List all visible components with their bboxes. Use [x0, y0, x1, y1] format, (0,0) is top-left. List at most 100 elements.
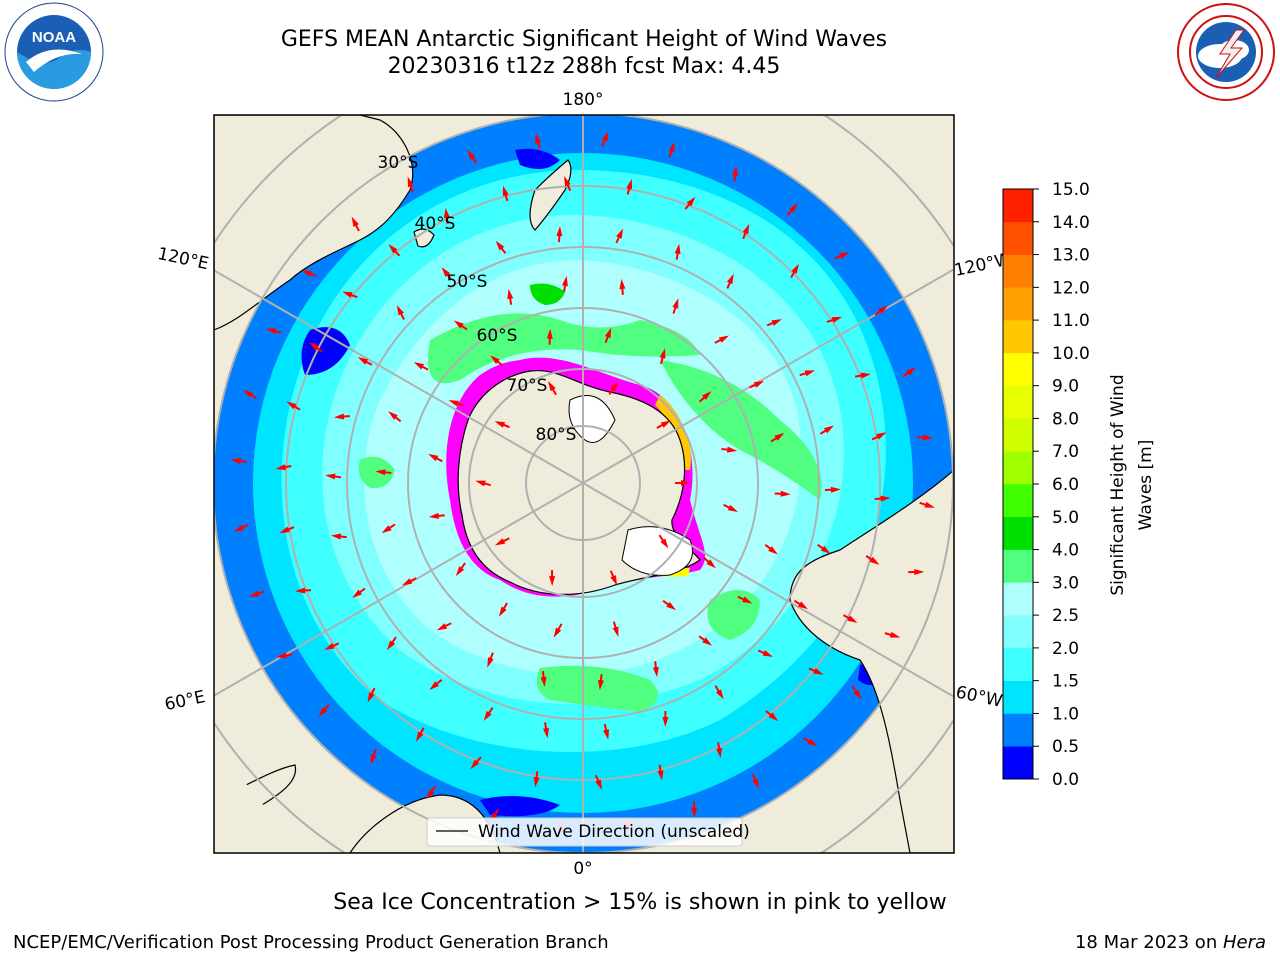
lat-label-70s: 70°S — [507, 376, 548, 396]
wave-direction-arrow — [502, 185, 509, 202]
footer-credit: NCEP/EMC/Verification Post Processing Pr… — [13, 932, 609, 953]
wave-direction-arrow — [716, 742, 723, 759]
wave-direction-arrow — [865, 555, 880, 565]
wave-direction-arrow — [652, 661, 659, 678]
wave-direction-arrow — [803, 737, 818, 747]
wave-direction-arrow — [441, 267, 453, 281]
colorbar-tick-label: 12.0 — [1052, 278, 1090, 298]
wave-direction-arrow — [375, 469, 392, 476]
wave-direction-arrow — [658, 534, 669, 549]
wave-direction-arrow — [916, 434, 933, 441]
wave-direction-arrow — [851, 685, 862, 700]
wave-direction-arrow — [657, 764, 664, 781]
wave-direction-arrow — [429, 679, 443, 690]
colorbar-tick-label: 14.0 — [1052, 213, 1090, 233]
wave-direction-arrow — [871, 432, 887, 441]
colorbar-tick-label: 1.0 — [1052, 704, 1079, 724]
colorbar-bin — [1003, 451, 1033, 485]
colorbar-tick-label: 10.0 — [1052, 344, 1090, 364]
wave-direction-arrow — [470, 756, 482, 770]
colorbar-label-line1: Significant Height of Wind — [1108, 374, 1128, 595]
wave-direction-arrow — [467, 149, 478, 164]
colorbar-tick-label: 6.0 — [1052, 475, 1079, 495]
wave-direction-arrow — [619, 278, 626, 295]
colorbar-bin — [1003, 484, 1033, 518]
wave-direction-arrow — [333, 413, 350, 420]
wave-direction-arrow — [770, 432, 785, 443]
wave-direction-arrow — [494, 421, 510, 429]
wave-direction-arrow — [723, 503, 738, 512]
wave-direction-arrow — [703, 557, 716, 569]
wave-direction-arrow — [902, 367, 917, 378]
wave-direction-arrow — [381, 523, 396, 534]
colorbar-tick-label: 2.5 — [1052, 606, 1079, 626]
colorbar-tick-label: 1.5 — [1052, 672, 1079, 692]
wave-direction-arrow — [490, 355, 504, 367]
wave-direction-arrow — [732, 165, 739, 182]
wave-direction-arrow — [884, 631, 901, 638]
colorbar-bin — [1003, 352, 1033, 386]
colorbar-bin — [1003, 582, 1033, 616]
wave-direction-arrow — [594, 774, 602, 790]
wave-direction-arrow — [407, 176, 414, 193]
wave-direction-arrow — [668, 142, 675, 158]
colorbar-bin — [1003, 746, 1033, 780]
wave-direction-arrow — [908, 569, 925, 576]
wave-direction-arrow — [764, 544, 778, 555]
wave-direction-arrow — [854, 372, 871, 379]
wave-direction-arrow — [786, 202, 798, 216]
wave-direction-arrow — [919, 501, 935, 508]
wave-direction-arrow — [691, 801, 698, 818]
wave-direction-arrow — [318, 704, 331, 717]
wave-direction-arrow — [330, 533, 347, 540]
wave-direction-arrow — [698, 635, 713, 646]
wave-direction-arrow — [309, 342, 323, 353]
map-frame — [213, 114, 955, 854]
wave-direction-arrow — [286, 401, 301, 411]
wave-direction-arrow — [721, 446, 738, 453]
wave-direction-arrow — [388, 244, 401, 257]
colorbar-bin — [1003, 418, 1033, 452]
wave-direction-arrow — [819, 425, 835, 435]
wave-direction-arrow — [675, 480, 691, 486]
wave-direction-arrow — [276, 652, 293, 659]
wave-direction-arrow — [507, 288, 514, 305]
wave-direction-arrow — [672, 298, 679, 314]
noaa-logo: NOAA — [4, 2, 104, 102]
wave-direction-arrow — [248, 590, 265, 597]
wave-direction-arrow — [608, 381, 619, 396]
colorbar-label-line2: Waves [m] — [1136, 440, 1156, 531]
wave-direction-arrow — [475, 480, 491, 487]
wave-direction-arrow — [757, 649, 773, 657]
lat-label-50s: 50°S — [447, 272, 488, 292]
wave-direction-arrow — [295, 587, 312, 594]
lon-label-120e: 120°E — [156, 244, 211, 274]
nws-logo — [1177, 3, 1275, 101]
chart-title: GEFS MEAN Antarctic Significant Height o… — [280, 27, 888, 52]
colorbar-bin — [1003, 189, 1033, 223]
colorbar-bin — [1003, 254, 1033, 288]
wave-direction-arrow — [834, 252, 850, 260]
wave-direction-arrow — [342, 291, 358, 299]
wave-direction-arrow — [562, 275, 568, 292]
new-zealand-landmass — [529, 159, 572, 231]
wave-direction-arrow — [540, 671, 547, 688]
colorbar-bin — [1003, 713, 1033, 747]
wave-direction-arrow — [609, 570, 618, 586]
wave-direction-arrow — [826, 316, 843, 323]
colorbar-bin — [1003, 647, 1033, 681]
wave-direction-arrow — [674, 243, 681, 260]
lon-label-180: 180° — [563, 90, 604, 110]
footer-date-text: 18 Mar 2023 on — [1074, 932, 1223, 953]
wave-direction-arrow — [494, 537, 510, 546]
colorbar-tick-label: 2.0 — [1052, 639, 1079, 659]
wave-direction-arrow — [874, 495, 891, 502]
lat-label-40s: 40°S — [415, 214, 456, 234]
wave-direction-arrow — [742, 223, 750, 240]
wave-direction-arrow — [535, 133, 542, 149]
wave-direction-arrow — [874, 305, 888, 316]
lon-label-60w: 60°W — [954, 682, 1004, 711]
wave-direction-arrow — [824, 486, 841, 493]
wave-direction-arrow — [428, 453, 443, 463]
